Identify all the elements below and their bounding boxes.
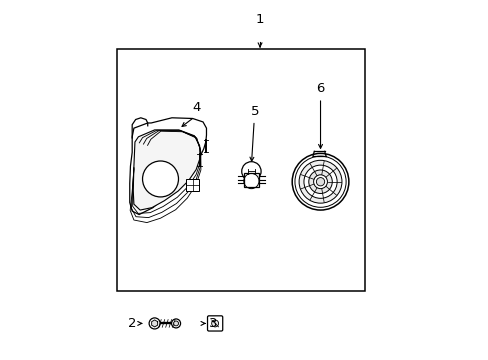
Text: 6: 6 <box>316 82 324 95</box>
Bar <box>117 49 365 291</box>
Circle shape <box>211 320 218 327</box>
Text: 4: 4 <box>191 101 200 114</box>
Text: 3: 3 <box>209 317 217 330</box>
Text: 5: 5 <box>250 105 259 118</box>
Bar <box>186 179 199 192</box>
Circle shape <box>294 156 346 207</box>
Polygon shape <box>151 320 157 327</box>
Text: 2: 2 <box>128 317 136 330</box>
Circle shape <box>292 153 348 210</box>
Text: 1: 1 <box>255 13 264 26</box>
Circle shape <box>304 165 336 198</box>
Circle shape <box>308 170 332 193</box>
Circle shape <box>313 175 327 189</box>
Circle shape <box>316 177 324 186</box>
Circle shape <box>142 161 178 197</box>
Circle shape <box>299 160 341 203</box>
Circle shape <box>241 162 261 181</box>
Circle shape <box>149 318 160 329</box>
Polygon shape <box>129 118 206 215</box>
Circle shape <box>171 319 180 328</box>
Circle shape <box>173 321 178 326</box>
FancyBboxPatch shape <box>207 316 222 331</box>
Polygon shape <box>133 130 200 210</box>
Bar <box>244 173 259 187</box>
